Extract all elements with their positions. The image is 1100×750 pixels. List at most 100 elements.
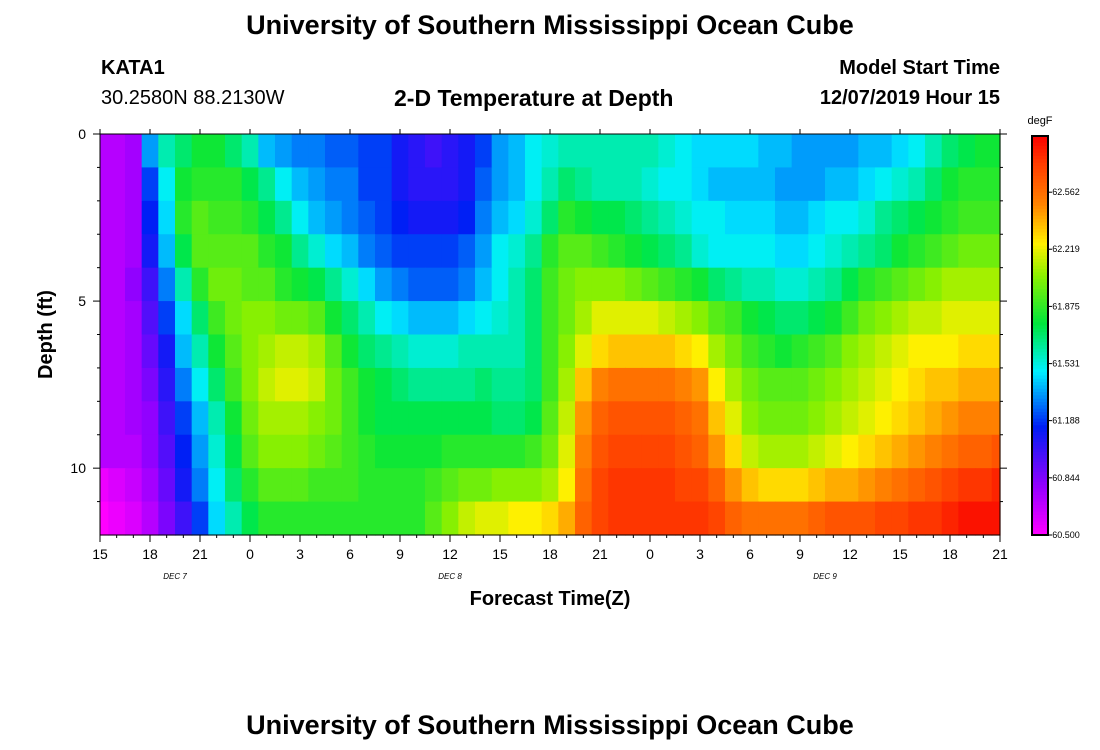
colorbar-swatch — [1032, 398, 1048, 403]
colorbar-swatch — [1032, 455, 1048, 460]
heatmap-cell — [758, 200, 776, 235]
heatmap-cell — [808, 434, 826, 469]
heatmap-cell — [691, 434, 709, 469]
heatmap-cell — [408, 200, 426, 235]
colorbar-swatch — [1032, 418, 1048, 423]
heatmap-cell — [891, 134, 909, 169]
heatmap-cell — [241, 468, 259, 503]
heatmap-cell — [758, 434, 776, 469]
heatmap-cell — [658, 334, 676, 369]
heatmap-cell — [625, 301, 643, 336]
heatmap-cell — [741, 267, 759, 302]
heatmap-cell — [191, 234, 209, 269]
heatmap-cell — [225, 267, 243, 302]
heatmap-cell — [525, 334, 543, 369]
heatmap-cell — [575, 301, 593, 336]
heatmap-cell — [491, 401, 509, 436]
heatmap-cell — [825, 267, 843, 302]
colorbar-swatch — [1032, 468, 1048, 473]
heatmap-cell — [491, 134, 509, 169]
heatmap-cell — [675, 134, 693, 169]
heatmap-cell — [925, 134, 943, 169]
heatmap-cell — [458, 200, 476, 235]
heatmap-cell — [991, 200, 1001, 235]
heatmap-cell — [108, 468, 126, 503]
heatmap-cell — [808, 334, 826, 369]
colorbar-swatch — [1032, 249, 1048, 253]
heatmap-cell — [141, 301, 159, 336]
heatmap-cell — [458, 234, 476, 269]
colorbar-swatch — [1032, 152, 1048, 157]
heatmap-cell — [725, 267, 743, 302]
heatmap-cell — [525, 434, 543, 469]
heatmap-cell — [925, 367, 943, 402]
heatmap-cell — [708, 468, 726, 503]
heatmap-cell — [975, 501, 993, 536]
heatmap-cell — [258, 501, 276, 536]
heatmap-cell — [591, 501, 609, 536]
heatmap-cell — [641, 200, 659, 235]
heatmap-cell — [541, 267, 559, 302]
heatmap-cell — [125, 267, 143, 302]
heatmap-cell — [175, 367, 193, 402]
heatmap-cell — [658, 401, 676, 436]
heatmap-cell — [625, 401, 643, 436]
heatmap-cell — [925, 267, 943, 302]
heatmap-cell — [541, 501, 559, 536]
heatmap-cell — [425, 334, 443, 369]
heatmap-cell — [225, 468, 243, 503]
heatmap-cell — [125, 367, 143, 402]
heatmap-cell — [258, 334, 276, 369]
heatmap-cell — [708, 167, 726, 202]
heatmap-cell — [475, 267, 493, 302]
heatmap-cell — [358, 200, 376, 235]
heatmap-cell — [125, 334, 143, 369]
heatmap-cell — [158, 234, 176, 269]
colorbar-swatch — [1032, 471, 1048, 476]
heatmap-cell — [725, 468, 743, 503]
heatmap-cell — [391, 401, 409, 436]
heatmap-cell — [225, 134, 243, 169]
heatmap-cell — [925, 200, 943, 235]
colorbar-swatch — [1032, 179, 1048, 184]
heatmap-cell — [625, 234, 643, 269]
heatmap-cell — [558, 134, 576, 169]
x-tick-label: 15 — [492, 546, 508, 562]
heatmap-cell — [491, 468, 509, 503]
heatmap-cell — [508, 334, 526, 369]
colorbar-swatch — [1032, 495, 1048, 500]
heatmap-cell — [808, 301, 826, 336]
heatmap-cell — [391, 234, 409, 269]
colorbar-swatch — [1032, 328, 1048, 333]
heatmap-cell — [241, 301, 259, 336]
heatmap-cell — [708, 200, 726, 235]
heatmap-cell — [291, 200, 309, 235]
heatmap-cell — [275, 434, 293, 469]
heatmap-cell — [508, 267, 526, 302]
heatmap-cell — [158, 267, 176, 302]
heatmap-cell — [191, 167, 209, 202]
colorbar-swatch — [1032, 142, 1048, 147]
heatmap-cell — [191, 334, 209, 369]
heatmap-cell — [391, 434, 409, 469]
heatmap-cell — [558, 200, 576, 235]
heatmap-cell — [658, 367, 676, 402]
heatmap-cell — [291, 367, 309, 402]
heatmap-cell — [991, 301, 1001, 336]
heatmap-cell — [958, 301, 976, 336]
heatmap-cell — [741, 501, 759, 536]
heatmap-cell — [100, 434, 109, 469]
heatmap-cell — [975, 334, 993, 369]
x-tick-label: 9 — [396, 546, 404, 562]
heatmap-cell — [591, 234, 609, 269]
x-tick-label: 6 — [346, 546, 354, 562]
heatmap-cell — [525, 134, 543, 169]
heatmap-cell — [291, 134, 309, 169]
colorbar-swatch — [1032, 445, 1048, 450]
heatmap-cell — [991, 468, 1001, 503]
heatmap-cell — [291, 501, 309, 536]
heatmap-cell — [175, 134, 193, 169]
heatmap-cell — [491, 301, 509, 336]
heatmap-cell — [958, 367, 976, 402]
heatmap-cell — [875, 200, 893, 235]
